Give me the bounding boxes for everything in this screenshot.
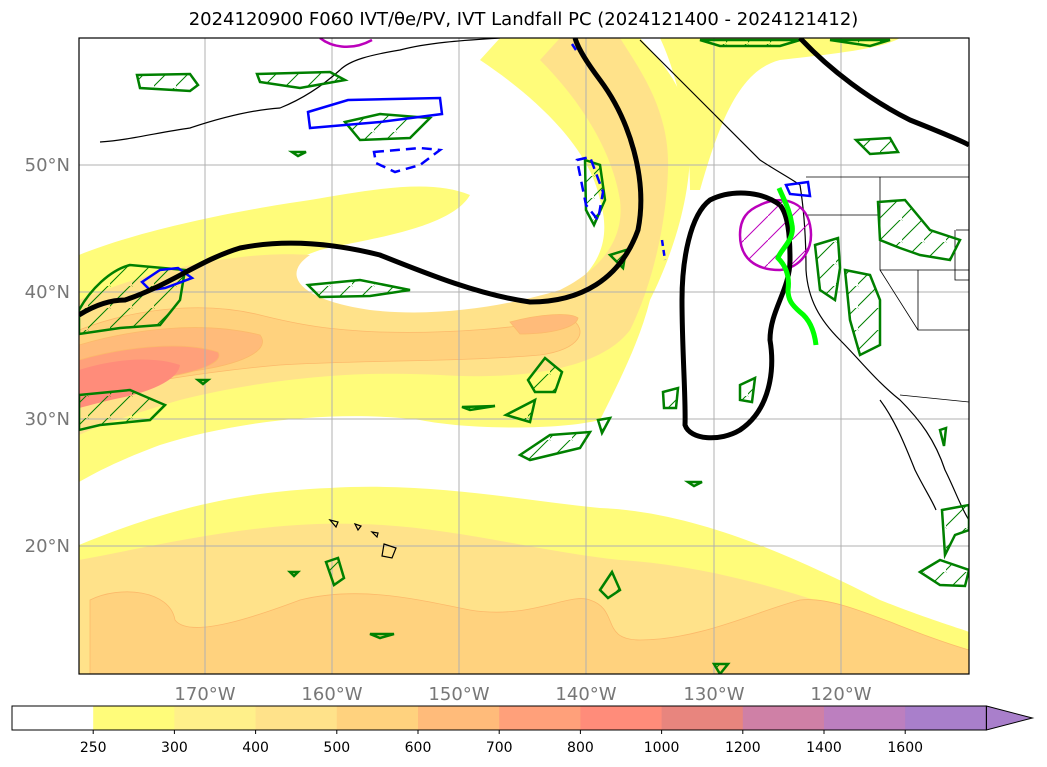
colorbar-tick-label: 500	[323, 740, 350, 756]
colorbar-segment	[580, 706, 663, 730]
pv-alaska-3	[342, 112, 433, 142]
pv-alaska-2	[255, 70, 349, 90]
lon-label-140: 140°W	[555, 684, 616, 705]
pv-coast-1	[813, 236, 842, 303]
bc-coast	[639, 39, 801, 186]
pv-mid-8	[661, 386, 680, 410]
colorbar-segment	[12, 706, 94, 730]
lat-label-20: 20°N	[25, 536, 70, 557]
us-west-coast	[799, 184, 969, 521]
hawaii-2	[353, 522, 362, 532]
ivt-landfall-line	[775, 187, 819, 346]
pv-mid-3	[502, 397, 537, 424]
baja	[879, 399, 937, 511]
us-mexico-border	[899, 394, 969, 403]
pv-neg-7	[570, 43, 578, 51]
colorbar-tick-label: 800	[567, 740, 594, 756]
map-title: 2024120900 F060 IVT/θe/PV, IVT Landfall …	[188, 9, 859, 30]
lon-label-130: 130°W	[683, 684, 744, 705]
lat-label-30: 30°N	[25, 409, 70, 430]
pv-s-7	[287, 150, 307, 158]
ivt-ne-250	[660, 38, 900, 190]
pv-s-3	[286, 570, 302, 578]
colorbar-tick-label: 1600	[887, 740, 923, 756]
lon-labels: 170°W 160°W 150°W 140°W 130°W 120°W	[174, 684, 871, 705]
pv-neg-5	[660, 239, 667, 261]
pv-north-1	[853, 136, 901, 156]
theta-e-main	[79, 38, 644, 318]
theta-e-contours	[79, 38, 969, 441]
colorbar-segment	[93, 706, 175, 730]
pv-mid-2	[526, 356, 564, 394]
pv-s-1	[711, 662, 731, 674]
pv-coast-2	[843, 268, 882, 357]
alaska-coast	[99, 38, 501, 143]
pv-neg-4	[575, 155, 605, 223]
lon-label-120: 120°W	[810, 684, 871, 705]
pv-alaska-1	[135, 72, 200, 93]
colorbar-tick-label: 1000	[644, 740, 680, 756]
pv-north-3	[829, 38, 891, 48]
magenta-closed	[738, 198, 813, 272]
colorbar-tick-label: 700	[486, 740, 513, 756]
ivt-arc-small	[509, 314, 579, 335]
hawaii-4	[381, 543, 397, 559]
pv-mid-5	[461, 404, 496, 412]
pv-positive-contours	[79, 38, 969, 674]
pv-mid-1	[305, 278, 411, 299]
pv-sw-2	[598, 569, 622, 600]
colorbar: 250 300 400 500 600 700 800 1000 1200 1400 1600	[11, 705, 1035, 756]
pv-inland-1	[876, 198, 962, 262]
pv-mid-9	[738, 375, 757, 404]
lat-label-40: 40°N	[25, 282, 70, 303]
pv-west-lower	[79, 388, 168, 432]
lon-label-160: 160°W	[301, 684, 362, 705]
colorbar-segment	[905, 706, 987, 730]
colorbar-tick-label: 250	[80, 740, 107, 756]
coastlines	[99, 38, 969, 559]
lon-label-170: 170°W	[174, 684, 235, 705]
pv-s-6	[938, 426, 948, 447]
colorbar-segment	[824, 706, 906, 730]
hawaii-3	[370, 531, 379, 539]
magenta-contours	[319, 38, 813, 272]
pv-sw-1	[324, 556, 346, 587]
pv-s-4	[683, 480, 703, 488]
pv-s-2	[369, 632, 395, 640]
colorbar-segment	[174, 706, 257, 730]
lat-label-50: 50°N	[25, 155, 70, 176]
colorbar-segment	[661, 706, 744, 730]
lon-label-150: 150°W	[428, 684, 489, 705]
colorbar-tick-label: 600	[405, 740, 432, 756]
lat-labels: 50°N 40°N 30°N 20°N	[25, 155, 70, 557]
pv-se-2	[917, 558, 969, 588]
colorbar-segment	[255, 706, 338, 730]
colorbar-segment	[418, 706, 500, 730]
pv-north-2	[699, 38, 801, 48]
colorbar-tick-label: 400	[242, 740, 269, 756]
pv-neg-1	[306, 96, 444, 130]
colorbar-extend-arrow	[985, 705, 1035, 731]
colorbar-segment	[336, 706, 419, 730]
borders	[806, 176, 969, 403]
colorbar-tick-label: 300	[161, 740, 188, 756]
colorbar-segment	[499, 706, 581, 730]
pv-se-1	[940, 503, 969, 560]
pv-neg-6	[784, 180, 812, 198]
colorbar-segment	[742, 706, 825, 730]
pv-mid-7	[596, 416, 613, 437]
theta-e-ne	[798, 38, 969, 148]
theta-e-loop	[679, 190, 793, 441]
hawaii-1	[328, 518, 339, 529]
ivt-south-400	[89, 591, 969, 674]
map-frame	[78, 37, 970, 675]
colorbar-tick-label: 1200	[725, 740, 761, 756]
state-borders	[806, 177, 969, 331]
colorbar-tick-label: 1400	[806, 740, 842, 756]
pv-mid-4	[517, 430, 593, 462]
pv-s-5	[194, 378, 212, 386]
magenta-top	[319, 38, 373, 48]
